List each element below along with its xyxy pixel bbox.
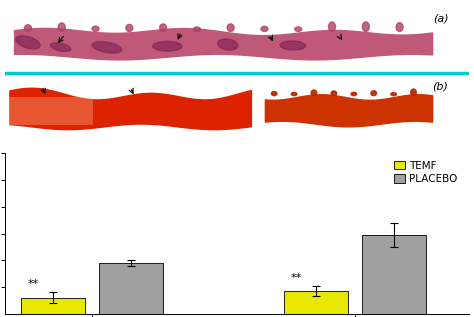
Legend: TEMF, PLACEBO: TEMF, PLACEBO [392, 158, 459, 186]
Ellipse shape [58, 23, 65, 31]
Ellipse shape [371, 91, 376, 96]
Ellipse shape [331, 91, 337, 96]
Ellipse shape [391, 93, 396, 96]
Ellipse shape [311, 90, 317, 96]
Ellipse shape [261, 26, 268, 31]
Ellipse shape [396, 23, 403, 31]
Bar [284, 291, 348, 314]
Ellipse shape [16, 36, 40, 49]
Text: (a): (a) [433, 13, 448, 23]
Bar [9, 97, 93, 125]
Ellipse shape [50, 43, 71, 51]
Ellipse shape [218, 39, 238, 50]
Bar [99, 263, 163, 314]
Ellipse shape [153, 42, 182, 51]
Ellipse shape [25, 25, 31, 31]
Ellipse shape [328, 22, 336, 31]
Ellipse shape [126, 24, 133, 31]
Bar [21, 298, 85, 314]
Text: **: ** [28, 279, 39, 289]
Bar [362, 235, 426, 314]
Ellipse shape [193, 27, 201, 31]
Ellipse shape [295, 27, 302, 31]
Ellipse shape [411, 89, 416, 96]
Ellipse shape [362, 22, 369, 31]
Ellipse shape [272, 92, 277, 96]
Ellipse shape [280, 41, 306, 50]
Ellipse shape [160, 24, 166, 31]
Ellipse shape [92, 42, 122, 53]
Ellipse shape [92, 26, 99, 31]
Text: (b): (b) [432, 82, 448, 92]
Text: **: ** [291, 273, 302, 283]
Ellipse shape [351, 92, 356, 96]
Ellipse shape [292, 93, 297, 96]
Ellipse shape [227, 24, 234, 31]
